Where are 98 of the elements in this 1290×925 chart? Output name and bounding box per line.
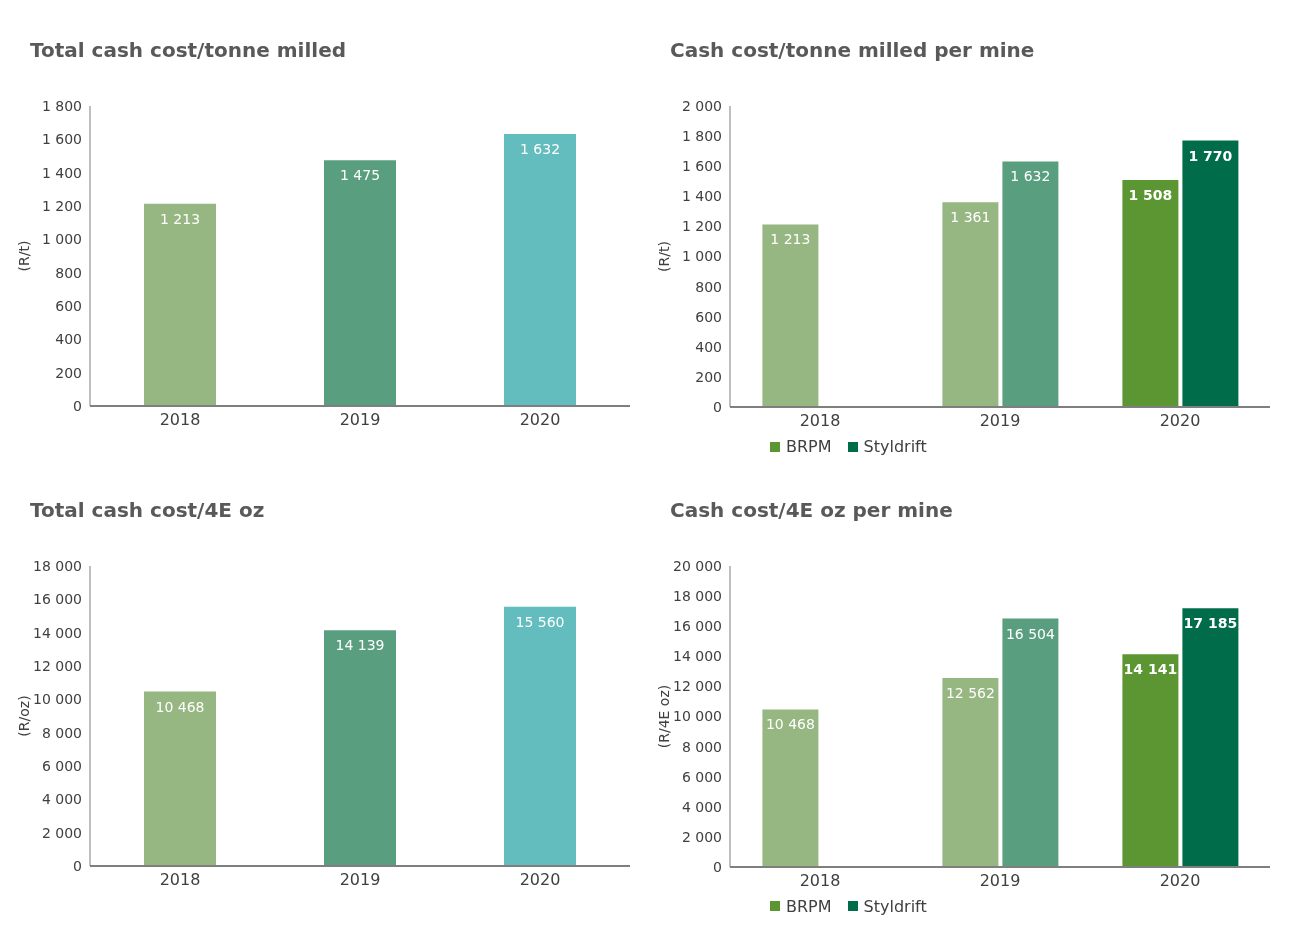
chart-title: Cash cost/4E oz per mine: [670, 497, 953, 522]
y-tick-label: 2 000: [681, 97, 722, 114]
data-label: 16 504: [1005, 625, 1055, 642]
y-axis-title: (R/t): [655, 241, 672, 272]
y-tick-label: 12 000: [33, 657, 82, 674]
y-tick-label: 18 000: [673, 587, 722, 604]
bar: [762, 224, 819, 407]
y-tick-label: 6 000: [41, 757, 82, 774]
y-tick-label: 1 400: [41, 164, 82, 181]
bar: [1002, 618, 1059, 867]
y-tick-label: 10 000: [673, 707, 722, 724]
bar: [504, 134, 576, 406]
y-axis-title: (R/oz): [15, 694, 32, 737]
x-tick-label: 2020: [519, 869, 561, 889]
legend-label: BRPM: [785, 896, 832, 916]
y-tick-label: 2 000: [41, 824, 82, 841]
y-tick-label: 18 000: [33, 557, 82, 574]
chart-title: Total cash cost/tonne milled: [30, 38, 347, 62]
y-tick-label: 400: [695, 338, 722, 355]
data-label: 1 632: [1010, 168, 1051, 185]
y-tick-label: 4 000: [681, 798, 722, 815]
x-tick-label: 2020: [519, 410, 561, 430]
data-label: 14 139: [335, 636, 385, 653]
y-tick-label: 0: [713, 858, 722, 875]
y-tick-label: 1 200: [41, 197, 82, 214]
y-tick-label: 14 000: [33, 624, 82, 641]
y-tick-label: 1 000: [681, 248, 722, 265]
legend-label: BRPM: [785, 437, 832, 456]
bar: [942, 677, 999, 867]
data-label: 14 141: [1123, 660, 1178, 677]
data-label: 12 562: [945, 684, 995, 701]
bar: [1182, 140, 1239, 407]
data-label: 1 632: [519, 141, 561, 157]
data-label: 1 213: [770, 231, 811, 248]
bar: [324, 629, 396, 866]
bar: [1122, 180, 1179, 407]
bar: [1122, 653, 1179, 867]
bar: [1002, 161, 1059, 407]
bar: [504, 606, 576, 866]
y-tick-label: 1 200: [681, 218, 722, 235]
y-tick-label: 16 000: [33, 590, 82, 607]
data-label: 10 468: [765, 715, 815, 732]
data-label: 1 213: [159, 210, 201, 227]
y-tick-label: 200: [55, 364, 82, 381]
legend-label: Styldrift: [862, 437, 927, 456]
y-tick-label: 14 000: [673, 647, 722, 664]
x-tick-label: 2020: [1159, 411, 1201, 431]
data-label: 17 185: [1183, 614, 1238, 631]
y-tick-label: 8 000: [681, 738, 722, 755]
y-tick-label: 16 000: [673, 617, 722, 634]
y-tick-label: 200: [695, 368, 722, 385]
bar: [1182, 607, 1239, 867]
x-tick-label: 2019: [339, 869, 381, 889]
bar: [762, 708, 819, 867]
y-tick-label: 600: [55, 297, 82, 314]
y-tick-label: 1 600: [681, 158, 722, 175]
y-tick-label: 0: [713, 398, 722, 415]
x-tick-label: 2018: [799, 870, 841, 890]
x-tick-label: 2018: [159, 869, 201, 889]
y-tick-label: 400: [55, 331, 82, 348]
y-tick-label: 1 600: [41, 131, 82, 148]
y-axis-title: (R/4E oz): [655, 684, 672, 748]
data-label: 1 508: [1128, 187, 1173, 204]
y-tick-label: 1 800: [41, 97, 82, 114]
y-tick-label: 600: [695, 308, 722, 325]
data-label: 1 361: [950, 209, 991, 226]
x-tick-label: 2019: [979, 411, 1021, 431]
y-tick-label: 20 000: [673, 557, 722, 574]
chart-title: Total cash cost/4E oz: [30, 497, 265, 522]
y-tick-label: 0: [73, 397, 82, 414]
bar: [144, 203, 216, 406]
y-axis-title: (R/t): [15, 240, 32, 272]
x-tick-label: 2018: [159, 410, 201, 430]
x-tick-label: 2019: [979, 870, 1021, 890]
data-label: 15 560: [515, 613, 565, 630]
chart-title: Cash cost/tonne milled per mine: [670, 38, 1035, 62]
x-tick-label: 2020: [1159, 870, 1201, 890]
y-tick-label: 8 000: [41, 724, 82, 741]
data-label: 1 770: [1188, 147, 1233, 164]
y-tick-label: 12 000: [673, 677, 722, 694]
bar: [324, 160, 396, 406]
data-label: 1 475: [339, 167, 381, 184]
data-label: 10 468: [155, 698, 205, 715]
y-tick-label: 800: [55, 264, 82, 281]
x-tick-label: 2019: [339, 410, 381, 430]
y-tick-label: 4 000: [41, 790, 82, 807]
y-tick-label: 10 000: [33, 690, 82, 707]
bar: [942, 202, 999, 407]
y-tick-label: 1 400: [681, 188, 722, 205]
y-tick-label: 6 000: [681, 768, 722, 785]
y-tick-label: 0: [73, 857, 82, 874]
y-tick-label: 1 800: [681, 128, 722, 145]
legend-label: Styldrift: [862, 896, 927, 916]
y-tick-label: 2 000: [681, 828, 722, 845]
x-tick-label: 2018: [799, 411, 841, 431]
y-tick-label: 800: [695, 278, 722, 295]
y-tick-label: 1 000: [41, 231, 82, 248]
bar: [144, 691, 216, 866]
